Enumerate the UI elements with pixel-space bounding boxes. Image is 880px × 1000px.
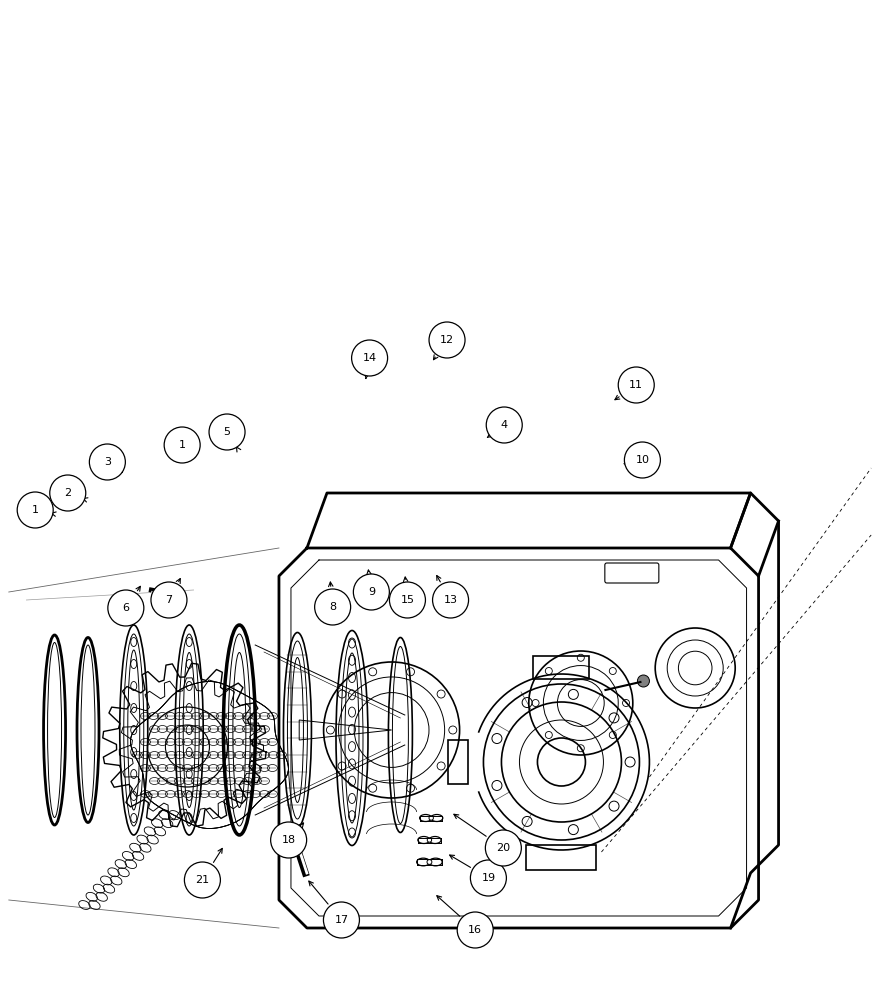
Text: 13: 13 [444,595,458,605]
Circle shape [429,322,465,358]
Text: 5: 5 [224,427,231,437]
Circle shape [165,427,200,463]
Circle shape [458,912,493,948]
Circle shape [50,475,85,511]
Circle shape [428,838,431,842]
Circle shape [433,582,468,618]
Circle shape [471,860,506,896]
Text: 8: 8 [329,602,336,612]
Circle shape [18,492,53,528]
Circle shape [151,582,187,618]
Text: 12: 12 [440,335,454,345]
Text: 11: 11 [629,380,643,390]
Circle shape [209,414,245,450]
Text: 7: 7 [165,595,172,605]
Circle shape [185,862,220,898]
Text: 14: 14 [363,353,377,363]
Text: 4: 4 [501,420,508,430]
Circle shape [619,367,654,403]
Circle shape [324,902,359,938]
Circle shape [390,582,425,618]
Circle shape [90,444,125,480]
Text: 9: 9 [368,587,375,597]
Circle shape [486,830,521,866]
Circle shape [271,822,306,858]
Text: 20: 20 [496,843,510,853]
Text: 1: 1 [32,505,39,515]
Text: 18: 18 [282,835,296,845]
Circle shape [487,407,522,443]
Circle shape [625,442,660,478]
Circle shape [352,340,387,376]
Text: 17: 17 [334,915,348,925]
Text: 21: 21 [195,875,209,885]
Circle shape [354,574,389,610]
Circle shape [315,589,350,625]
Circle shape [637,675,649,687]
Circle shape [108,590,143,626]
Text: 2: 2 [64,488,71,498]
Text: 15: 15 [400,595,414,605]
Circle shape [427,860,432,864]
Circle shape [429,816,433,820]
Text: 10: 10 [635,455,649,465]
Text: 3: 3 [104,457,111,467]
Text: 16: 16 [468,925,482,935]
Text: 19: 19 [481,873,495,883]
Text: 1: 1 [179,440,186,450]
Text: 6: 6 [122,603,129,613]
